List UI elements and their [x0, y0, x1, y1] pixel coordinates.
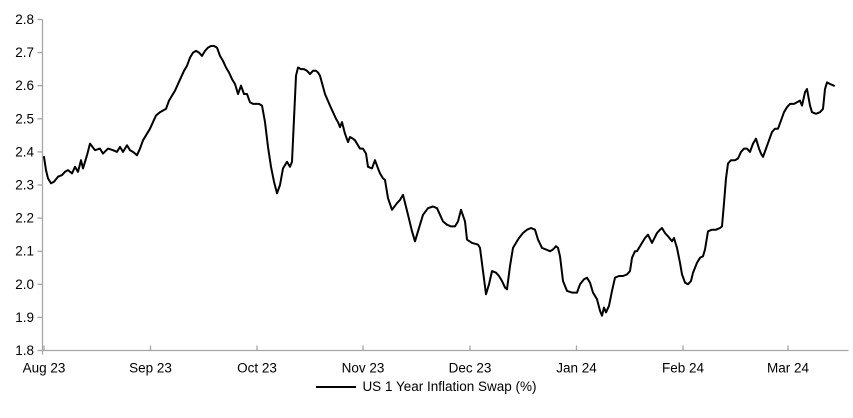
x-tick-label: Oct 23 [237, 361, 277, 376]
y-tick-label: 1.9 [15, 310, 34, 325]
series-line [43, 45, 835, 317]
y-tick-label: 1.8 [15, 343, 34, 358]
y-tick-label: 2.0 [15, 277, 34, 292]
y-tick-label: 2.3 [15, 178, 34, 193]
x-tick-label: Aug 23 [23, 361, 66, 376]
y-tick-label: 2.1 [15, 244, 34, 259]
x-tick-label: Jan 24 [556, 361, 597, 376]
y-tick-label: 2.4 [15, 144, 34, 159]
y-tick-label: 2.5 [15, 111, 34, 126]
x-tick-label: Feb 24 [662, 361, 705, 376]
legend-label: US 1 Year Inflation Swap (%) [362, 379, 537, 394]
y-tick-label: 2.8 [15, 12, 34, 27]
x-tick-label: Mar 24 [767, 361, 810, 376]
y-tick-label: 2.2 [15, 211, 34, 226]
x-tick-label: Nov 23 [342, 361, 385, 376]
y-tick-label: 2.6 [15, 78, 34, 93]
chart-legend: US 1 Year Inflation Swap (%) [0, 379, 853, 394]
x-tick-label: Sep 23 [129, 361, 172, 376]
y-tick-label: 2.7 [15, 45, 34, 60]
legend-line-swatch [316, 385, 357, 388]
x-tick-label: Dec 23 [449, 361, 492, 376]
